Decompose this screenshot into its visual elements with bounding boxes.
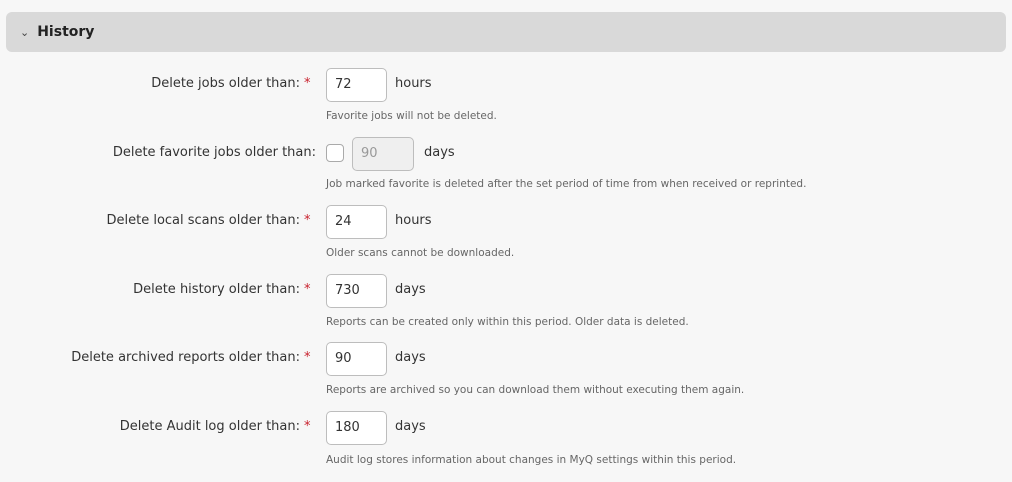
enable-checkbox[interactable] [326,144,344,162]
field-hint: Reports are archived so you can download… [326,384,745,396]
delete-audit-log-row: Delete Audit log older than: * 180 days [0,411,1012,445]
chevron-down-icon: ⌄ [20,25,30,39]
delete-favorite-jobs-row: Delete favorite jobs older than: 90 days [0,137,1012,171]
delete-jobs-input[interactable]: 72 [326,68,387,102]
field-label: Delete jobs older than: [151,76,300,91]
field-label: Delete history older than: [133,282,300,297]
delete-local-scans-row: Delete local scans older than: * 24 hour… [0,205,1012,239]
field-label: Delete archived reports older than: [71,350,300,365]
field-hint: Favorite jobs will not be deleted. [326,110,497,122]
required-marker: * [304,350,311,365]
field-hint: Audit log stores information about chang… [326,454,737,466]
delete-archived-reports-row: Delete archived reports older than: * 90… [0,342,1012,376]
field-label: Delete favorite jobs older than: [112,145,316,160]
unit-label: days [424,145,455,160]
history-section-header[interactable]: ⌄ History [6,12,1006,52]
delete-favorite-jobs-input[interactable]: 90 [352,137,414,171]
delete-history-row: Delete history older than: * 730 days [0,274,1012,308]
field-hint: Reports can be created only within this … [326,316,689,328]
field-hint: Older scans cannot be downloaded. [326,247,515,259]
required-marker: * [304,213,311,228]
unit-label: days [395,282,426,297]
required-marker: * [304,282,311,297]
delete-archived-reports-input[interactable]: 90 [326,342,387,376]
delete-audit-log-input[interactable]: 180 [326,411,387,445]
field-label: Delete local scans older than: [106,213,300,228]
required-marker: * [304,419,311,434]
field-hint: Job marked favorite is deleted after the… [326,178,807,190]
unit-label: days [395,419,426,434]
required-marker: * [304,76,311,91]
delete-local-scans-input[interactable]: 24 [326,205,387,239]
unit-label: days [395,350,426,365]
field-label: Delete Audit log older than: [119,419,300,434]
unit-label: hours [395,213,432,228]
section-title: History [37,24,95,40]
unit-label: hours [395,76,432,91]
delete-history-input[interactable]: 730 [326,274,387,308]
delete-jobs-row: Delete jobs older than: * 72 hours [0,68,1012,102]
